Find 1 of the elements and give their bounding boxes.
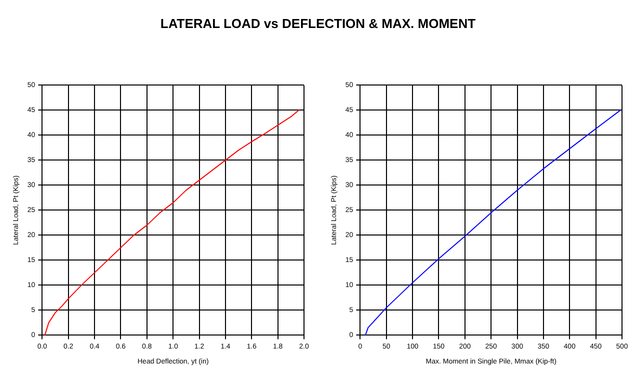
chart-title: LATERAL LOAD vs DEFLECTION & MAX. MOMENT <box>159 16 477 31</box>
